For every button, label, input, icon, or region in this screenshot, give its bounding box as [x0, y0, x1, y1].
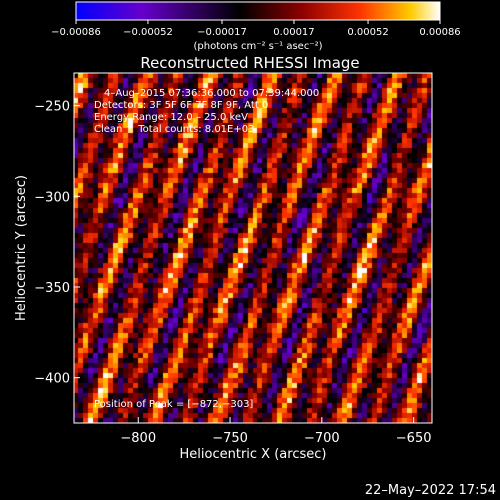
x-axis-label: Heliocentric X (arcsec) [180, 447, 327, 462]
x-tick-label: −700 [304, 431, 340, 446]
colorbar-ticks: −0.00086 −0.00052 −0.00017 0.00017 0.00052 0.… [51, 20, 461, 38]
annotation-time-range: 4–Aug–2015 07:36:36.000 to 07:39:44.000 [104, 88, 319, 99]
x-tick-label: −750 [212, 431, 248, 446]
y-axis-ticks: −250 −300 −350 −400 [34, 100, 80, 387]
chart-title: Reconstructed RHESSI Image [140, 54, 359, 72]
annotation-detectors: Detectors: 3F 5F 6F 7F 8F 9F, Att 0 [94, 100, 268, 111]
colorbar-tick-label: 0.00086 [419, 27, 460, 38]
y-tick-label: −300 [34, 190, 70, 205]
y-tick-label: −350 [34, 281, 70, 296]
y-tick-label: −250 [34, 100, 70, 115]
plot-frame [73, 72, 433, 424]
annotation-energy-range: Energy Range: 12.0 – 25.0 keV [94, 112, 248, 123]
colorbar-tick-label: −0.00086 [51, 27, 101, 38]
footer-timestamp: 22–May–2022 17:54 [364, 483, 496, 498]
x-tick-label: −800 [120, 431, 156, 446]
y-tick-label: −400 [34, 372, 70, 387]
heatmap-raster [74, 73, 432, 423]
colorbar [75, 1, 441, 21]
heatmap-image [74, 73, 432, 423]
x-axis-ticks: −800 −750 −700 −650 [120, 417, 432, 446]
colorbar-tick-label: −0.00052 [123, 27, 173, 38]
y-axis-label: Heliocentric Y (arcsec) [14, 175, 29, 321]
colorbar-tick-label: 0.00017 [273, 27, 314, 38]
colorbar-label: (photons cm⁻² s⁻¹ asec⁻²) [193, 41, 322, 52]
annotation-clean-counts: Clean Total counts: 8.01E+03 [94, 124, 254, 135]
x-tick-label: −650 [396, 431, 432, 446]
colorbar-tick-label: −0.00017 [197, 27, 247, 38]
colorbar-tick-label: 0.00052 [347, 27, 388, 38]
annotation-peak-position: Position of Peak = [−872,−303] [94, 399, 253, 410]
